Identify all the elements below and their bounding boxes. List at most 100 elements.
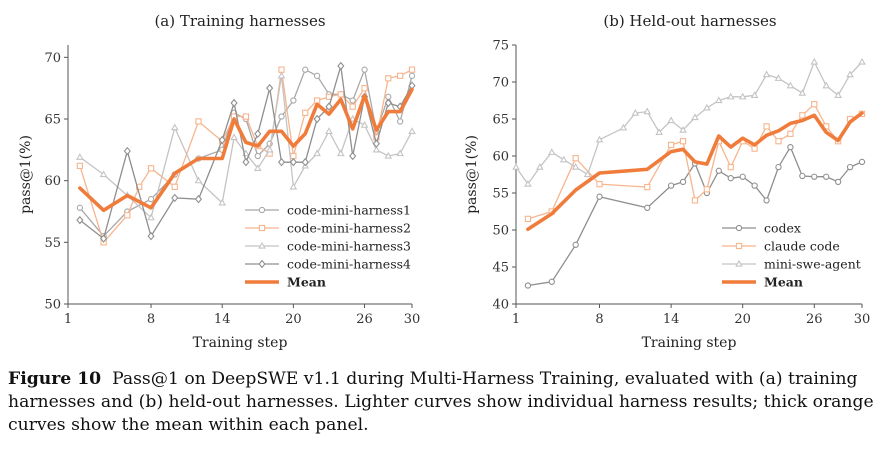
data-point — [644, 204, 651, 211]
chart-panel-1: (a) Training harnesses 50 55 60 65 70 1 8 14 20 26… — [18, 12, 420, 351]
data-point — [786, 81, 795, 89]
series-line — [527, 103, 863, 220]
data-point — [313, 114, 321, 124]
series-mean — [78, 87, 414, 213]
data-point — [290, 152, 297, 160]
data-point — [524, 180, 532, 187]
data-point — [218, 198, 227, 206]
data-point — [349, 151, 357, 161]
data-point — [655, 128, 663, 135]
y-tick-label: 50 — [44, 298, 61, 313]
data-point — [858, 57, 866, 65]
data-point — [846, 163, 854, 171]
y-axis-label: pass@1(%) — [18, 135, 34, 214]
data-point — [595, 135, 604, 143]
data-point — [739, 173, 746, 180]
data-point — [726, 92, 735, 100]
data-point — [631, 108, 640, 116]
data-point — [372, 145, 381, 153]
legend: code-mini-harness1 code-mini-harness2 code… — [245, 202, 411, 289]
data-point — [76, 153, 84, 160]
legend-label: claude code — [764, 238, 840, 253]
legend-marker — [735, 259, 743, 267]
series-code-mini-harness4 — [76, 61, 416, 243]
data-point — [195, 118, 202, 125]
data-point — [823, 173, 830, 180]
x-tick-label: 1 — [64, 312, 72, 327]
data-point — [667, 182, 675, 189]
legend-marker — [258, 224, 266, 232]
data-point — [751, 182, 758, 189]
data-point — [194, 176, 203, 184]
series-mean — [526, 111, 864, 232]
data-point — [763, 197, 770, 204]
legend-label: mini-swe-agent — [764, 256, 861, 271]
x-axis-label: Training step — [193, 335, 288, 351]
data-point — [667, 141, 675, 149]
data-point — [762, 70, 771, 78]
data-point — [679, 178, 687, 186]
x-tick-label: 1 — [512, 312, 520, 327]
series-line — [527, 146, 863, 287]
y-tick-label: 70 — [44, 51, 61, 66]
y-tick-label: 55 — [44, 236, 61, 251]
data-point — [325, 127, 333, 134]
data-point — [846, 70, 854, 78]
data-point — [787, 130, 794, 137]
series-line — [78, 87, 414, 213]
legend-label: code-mini-harness3 — [287, 238, 411, 253]
data-point — [147, 165, 155, 172]
data-point — [242, 157, 250, 167]
data-point — [810, 57, 819, 65]
x-tick-label: 26 — [806, 312, 823, 327]
data-point — [277, 71, 286, 79]
data-point — [230, 133, 238, 141]
data-point — [572, 241, 579, 248]
data-point — [799, 172, 806, 180]
data-point — [76, 215, 84, 225]
series-line — [515, 61, 863, 185]
series-codex — [524, 143, 866, 289]
legend-label: code-mini-harness1 — [287, 202, 411, 217]
legend-label: codex — [764, 220, 801, 235]
data-point — [396, 118, 404, 125]
y-tick-label: 65 — [44, 113, 61, 128]
legend-marker — [258, 259, 266, 269]
figure-charts: (a) Training harnesses 50 55 60 65 70 1 8 14 20 26… — [18, 12, 871, 351]
data-point — [325, 102, 333, 111]
data-point — [76, 162, 84, 170]
data-point — [290, 97, 297, 104]
data-point — [596, 180, 603, 188]
data-point — [811, 101, 818, 108]
data-point — [124, 212, 131, 219]
data-point — [512, 162, 520, 170]
series-line — [526, 111, 864, 232]
x-tick-label: 20 — [734, 312, 751, 327]
legend-label: code-mini-harness4 — [287, 256, 411, 271]
data-point — [170, 123, 179, 131]
x-tick-label: 30 — [854, 312, 871, 327]
data-point — [289, 157, 297, 167]
data-point — [738, 92, 747, 100]
y-tick-label: 55 — [492, 187, 509, 202]
data-point — [644, 183, 651, 191]
data-point — [253, 164, 262, 171]
data-point — [123, 146, 131, 156]
data-point — [372, 139, 380, 148]
data-point — [774, 74, 783, 81]
data-point — [811, 173, 818, 180]
data-point — [775, 138, 782, 145]
caption-text: Pass@1 on DeepSWE v1.1 during Multi-Harn… — [8, 369, 874, 435]
legend-marker — [735, 242, 743, 250]
x-tick-label: 30 — [404, 312, 421, 327]
series-mini-swe-agent — [512, 57, 866, 187]
caption-label: Figure 10 — [8, 369, 102, 389]
data-point — [548, 278, 555, 285]
data-point — [99, 170, 108, 178]
data-point — [834, 91, 842, 98]
data-point — [337, 61, 345, 71]
data-point — [100, 234, 108, 243]
data-point — [313, 149, 321, 157]
y-tick-label: 60 — [44, 174, 61, 189]
